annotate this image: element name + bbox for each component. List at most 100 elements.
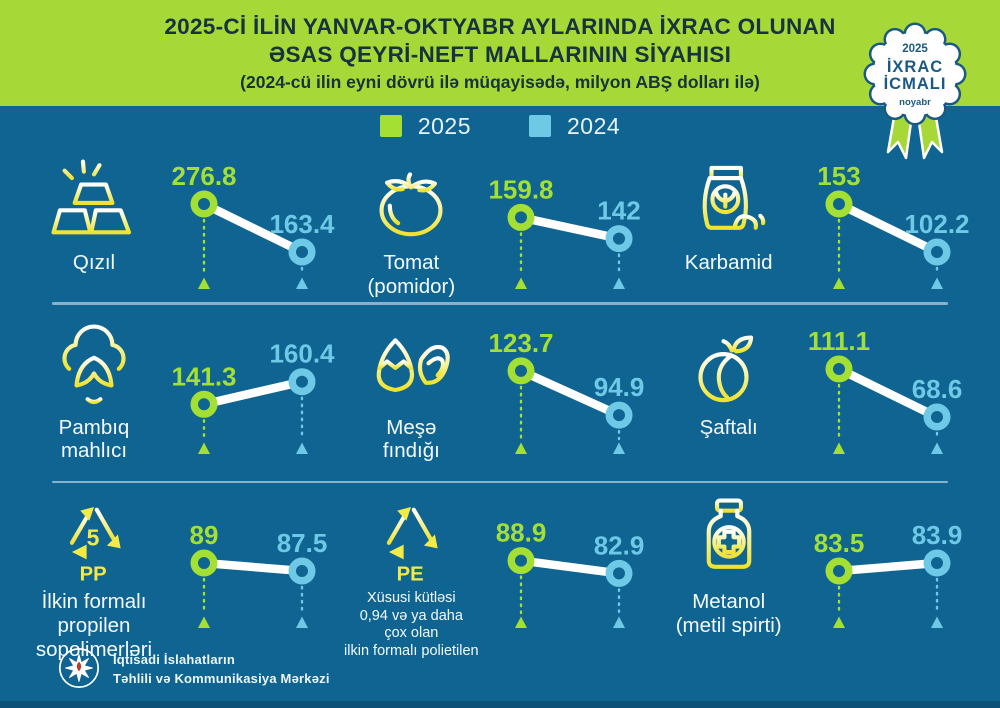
export-item-card: 5 PP İlkin formalı propilen sopolimerləri … bbox=[24, 495, 341, 661]
export-item-card: PE Xüsusi kütləsi 0,94 və ya daha çox olan… bbox=[341, 495, 658, 661]
resin-code-text: PP bbox=[80, 564, 107, 586]
baseline-arrow-2024 bbox=[296, 616, 308, 628]
organization-name-line1: İqtisadi İslahatların bbox=[113, 652, 235, 668]
dot-2024 bbox=[605, 225, 633, 253]
badge-month: noyabr bbox=[899, 97, 931, 108]
item-chart: 83.5 83.9 bbox=[799, 495, 976, 635]
value-2024: 142 bbox=[598, 196, 641, 226]
item-icon-block: Pambıq mahlıcı bbox=[24, 321, 164, 464]
legend-label-2024: 2024 bbox=[567, 112, 621, 139]
legend-item-2024: 2024 bbox=[529, 113, 620, 140]
value-2024: 87.5 bbox=[277, 528, 328, 558]
item-name-line: Qızıl bbox=[72, 251, 116, 274]
baseline-arrow-2024 bbox=[613, 616, 626, 628]
slope-line bbox=[203, 377, 303, 408]
item-icon-block: Şaftalı bbox=[659, 321, 799, 440]
page-title-line1: 2025-Cİ İLİN YANVAR-OKTYABR AYLARINDA İX… bbox=[164, 13, 836, 39]
export-item-card: Metanol (metil spirti) 83.5 83.9 bbox=[659, 495, 976, 661]
row-separator bbox=[52, 480, 948, 483]
emblem-icon bbox=[58, 647, 100, 688]
baseline-arrow-2024 bbox=[930, 442, 943, 454]
dot-2025 bbox=[507, 203, 535, 231]
baseline-arrow-2025 bbox=[832, 442, 845, 454]
baseline-arrow-2024 bbox=[296, 442, 308, 454]
legend-swatch-2024 bbox=[529, 115, 551, 137]
item-name: Metanol (metil spirti) bbox=[639, 590, 819, 638]
baseline-arrow-2025 bbox=[832, 616, 845, 628]
dot-2024 bbox=[288, 557, 316, 585]
baseline-arrow-2025 bbox=[832, 277, 845, 289]
dot-2025 bbox=[190, 549, 218, 577]
item-name: Meşə fındığı bbox=[321, 416, 501, 464]
baseline-arrow-2024 bbox=[930, 277, 943, 289]
slope-line bbox=[838, 558, 938, 576]
dot-2025 bbox=[507, 356, 535, 384]
item-name-line: çox olan bbox=[384, 625, 439, 642]
gold-bars-icon bbox=[51, 159, 132, 235]
baseline-arrow-2024 bbox=[930, 616, 943, 628]
item-name-line: fındığı bbox=[382, 439, 440, 463]
item-icon-block: Tomat (pomidor) bbox=[341, 156, 481, 299]
recycle-pe-icon: PE bbox=[387, 506, 439, 586]
item-name-line: Xüsusi kütləsi bbox=[367, 590, 456, 606]
header-band: 2025-Cİ İLİN YANVAR-OKTYABR AYLARINDA İX… bbox=[0, 0, 1000, 106]
methanol-bottle-icon bbox=[706, 498, 751, 569]
tomato-icon bbox=[379, 172, 443, 237]
item-chart: 141.3 160.4 bbox=[164, 321, 341, 461]
export-item-card: Meşə fındığı 123.7 94.9 bbox=[341, 321, 658, 481]
item-icon-block: 5 PP İlkin formalı propilen sopolimerləri bbox=[24, 495, 164, 661]
dot-2025 bbox=[190, 190, 218, 218]
item-icon-block: Qızıl bbox=[24, 156, 164, 275]
badge-title-line2: İCMALI bbox=[884, 75, 947, 93]
value-2024: 83.9 bbox=[911, 520, 962, 550]
slope-chart: 88.9 82.9 bbox=[496, 518, 645, 628]
slope-line bbox=[520, 213, 621, 243]
dot-2025 bbox=[825, 190, 853, 218]
organization-name: İqtisadi İslahatların Təhlili və Kommuni… bbox=[113, 651, 330, 689]
items-row-2: Pambıq mahlıcı 141.3 160.4 Meşə fındığı bbox=[0, 305, 1000, 481]
export-review-badge: 2025 İXRAC İCMALI noyabr bbox=[845, 10, 985, 172]
item-name: Şaftalı bbox=[639, 416, 819, 440]
baseline-arrow-2025 bbox=[198, 442, 210, 454]
item-chart: 89 87.5 bbox=[164, 495, 341, 635]
item-chart: 123.7 94.9 bbox=[481, 321, 658, 461]
slope-line bbox=[520, 556, 620, 578]
recycle-pp-icon: 5 PP bbox=[69, 506, 121, 586]
items-row-3: 5 PP İlkin formalı propilen sopolimerləri … bbox=[0, 483, 1000, 661]
baseline-arrow-2025 bbox=[515, 616, 528, 628]
item-name-line: (pomidor) bbox=[367, 274, 456, 298]
hazelnut-icon bbox=[377, 337, 451, 392]
item-name-line: 0,94 və ya daha bbox=[359, 607, 463, 624]
dot-2025 bbox=[507, 547, 535, 575]
slope-chart: 276.8 163.4 bbox=[171, 161, 335, 289]
item-chart: 159.8 142 bbox=[481, 156, 658, 296]
item-name-line: mahlıcı bbox=[60, 439, 128, 463]
baseline-arrow-2025 bbox=[198, 616, 210, 628]
item-name-line: Tomat bbox=[383, 251, 440, 274]
baseline-arrow-2024 bbox=[613, 442, 626, 454]
organization-name-line2: Təhlili və Kommunikasiya Mərkəzi bbox=[113, 671, 330, 686]
baseline-arrow-2025 bbox=[198, 277, 210, 289]
slope-line bbox=[836, 200, 939, 256]
value-2025: 123.7 bbox=[489, 327, 554, 357]
item-chart: 276.8 163.4 bbox=[164, 156, 341, 296]
badge-year: 2025 bbox=[902, 43, 928, 55]
slope-chart: 141.3 160.4 bbox=[171, 338, 335, 454]
slope-chart: 123.7 94.9 bbox=[489, 327, 645, 454]
item-name-line: Şaftalı bbox=[699, 415, 758, 439]
page-title-line2: ƏSAS QEYRİ-NEFT MALLARININ SİYAHISI bbox=[268, 42, 732, 67]
slope-line bbox=[203, 558, 303, 576]
slope-chart: 83.5 83.9 bbox=[813, 520, 962, 628]
dot-2024 bbox=[923, 238, 951, 266]
dot-2024 bbox=[288, 238, 316, 266]
item-name-line: Pambıq bbox=[58, 415, 130, 439]
slope-chart: 89 87.5 bbox=[190, 520, 328, 628]
value-2025: 276.8 bbox=[171, 161, 236, 191]
item-name-line: Karbamid bbox=[684, 251, 773, 274]
dot-2025 bbox=[825, 355, 853, 382]
dot-2024 bbox=[605, 559, 633, 587]
resin-code-text: PE bbox=[397, 564, 424, 586]
dot-2024 bbox=[605, 401, 633, 429]
resin-code-number: 5 bbox=[87, 525, 100, 551]
items-row-1: Qızıl 276.8 163.4 Tomat (pomidor) bbox=[0, 148, 1000, 302]
